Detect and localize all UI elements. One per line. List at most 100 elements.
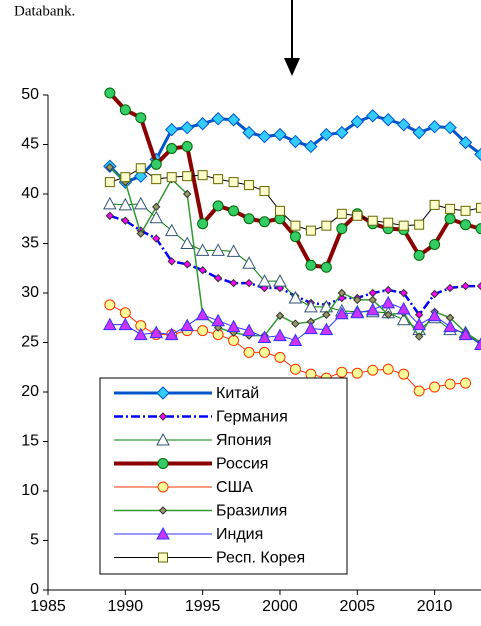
marker: [460, 205, 471, 216]
legend-label: Индия: [216, 526, 263, 543]
arrow-head: [284, 58, 300, 76]
marker: [396, 312, 411, 326]
marker: [334, 306, 349, 320]
marker: [121, 216, 130, 225]
marker: [228, 335, 240, 347]
marker: [180, 120, 194, 135]
marker: [458, 327, 473, 341]
marker: [136, 229, 145, 238]
marker: [103, 317, 117, 331]
y-tick-label: 0: [30, 581, 39, 598]
y-tick-label: 10: [21, 482, 39, 499]
marker: [366, 109, 380, 123]
marker: [180, 318, 195, 332]
marker: [474, 147, 481, 162]
y-tick-label: 5: [30, 532, 39, 549]
legend-box: [99, 377, 348, 575]
marker: [474, 337, 481, 350]
marker: [288, 333, 303, 347]
marker: [275, 311, 285, 320]
legend-label: Россия: [216, 456, 268, 473]
marker: [213, 273, 223, 283]
legend-marker: [158, 506, 168, 515]
marker: [381, 113, 395, 127]
series: [104, 87, 481, 273]
marker: [211, 243, 225, 256]
marker: [273, 328, 287, 342]
x-tick-label: 1990: [108, 598, 144, 615]
marker: [381, 295, 396, 309]
marker: [352, 210, 363, 221]
marker: [226, 244, 241, 257]
legend-label: Германия: [216, 409, 288, 426]
marker: [166, 172, 177, 183]
marker: [320, 261, 332, 273]
marker: [243, 213, 255, 225]
marker: [304, 139, 318, 154]
marker: [414, 219, 425, 230]
marker: [104, 87, 116, 99]
marker: [291, 319, 300, 328]
marker: [104, 177, 115, 188]
x-tick-label: 2000: [262, 598, 298, 615]
legend-marker: [156, 386, 170, 400]
marker: [444, 213, 456, 225]
marker: [228, 205, 240, 217]
marker: [336, 208, 347, 219]
marker: [197, 170, 208, 181]
x-tick-label: 2010: [417, 598, 453, 615]
marker: [104, 299, 116, 311]
marker: [182, 189, 192, 199]
marker: [460, 377, 472, 389]
marker: [336, 223, 348, 235]
marker: [118, 317, 133, 331]
marker: [476, 202, 481, 213]
y-tick-label: 45: [21, 136, 39, 153]
marker: [242, 323, 256, 337]
marker: [226, 113, 241, 127]
marker: [152, 202, 161, 212]
marker: [119, 104, 131, 116]
marker: [412, 125, 426, 140]
marker: [211, 112, 225, 126]
marker: [211, 313, 225, 327]
marker: [198, 266, 207, 275]
marker: [445, 203, 456, 214]
marker: [429, 238, 441, 250]
marker: [274, 205, 285, 216]
legend-marker: [157, 481, 169, 493]
marker: [304, 321, 318, 335]
marker: [226, 319, 241, 333]
marker: [305, 225, 316, 236]
marker: [165, 122, 179, 137]
y-tick-label: 15: [21, 433, 39, 450]
marker: [259, 346, 270, 358]
marker: [444, 378, 456, 390]
marker: [476, 281, 481, 291]
marker: [413, 249, 425, 261]
x-tick-label: 1995: [185, 598, 221, 615]
marker: [443, 319, 457, 333]
marker: [229, 278, 238, 288]
marker: [133, 327, 148, 341]
legend-label: Япония: [216, 432, 272, 449]
marker: [430, 289, 439, 299]
legend-marker: [156, 526, 170, 540]
marker: [105, 163, 115, 172]
marker: [135, 112, 147, 124]
annotation: Databank.: [14, 3, 75, 19]
legend-marker: [156, 432, 170, 446]
marker: [119, 307, 131, 319]
marker: [197, 325, 209, 337]
marker: [242, 256, 256, 269]
marker: [274, 351, 286, 363]
y-tick-label: 25: [21, 334, 39, 351]
marker: [166, 142, 178, 154]
marker: [305, 259, 317, 271]
marker: [427, 308, 442, 322]
marker: [321, 220, 332, 231]
marker: [149, 210, 164, 224]
marker: [383, 217, 394, 228]
marker: [335, 125, 349, 140]
marker: [365, 302, 380, 316]
